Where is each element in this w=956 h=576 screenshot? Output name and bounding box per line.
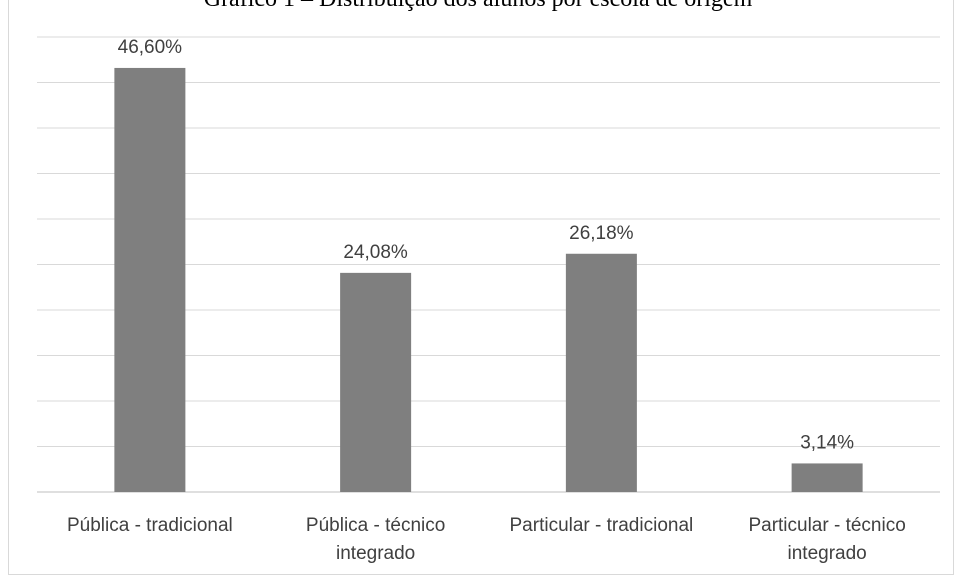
data-label: 46,60% — [118, 37, 183, 58]
chart-title: Gráfico 1 – Distribuição dos alunos por … — [0, 0, 956, 16]
bar — [340, 272, 412, 492]
data-label: 3,14% — [800, 432, 854, 453]
chart-frame — [8, 0, 954, 575]
x-tick-label: Pública - técnico integrado — [306, 515, 445, 564]
bar — [565, 253, 637, 492]
x-tick-label: Pública - tradicional — [67, 515, 233, 536]
data-labels: 46,60% 24,08% 26,18% 3,14% — [118, 37, 855, 453]
gridlines — [37, 36, 940, 493]
data-label: 24,08% — [343, 242, 408, 263]
bars — [114, 67, 863, 492]
x-tick-label: Particular - técnico integrado — [748, 515, 905, 564]
x-axis-labels: Pública - tradicional Pública - técnico in… — [67, 515, 906, 564]
bar — [114, 67, 186, 492]
x-tick-label: Particular - tradicional — [510, 515, 694, 536]
data-label: 26,18% — [569, 223, 634, 244]
bar — [791, 463, 863, 492]
